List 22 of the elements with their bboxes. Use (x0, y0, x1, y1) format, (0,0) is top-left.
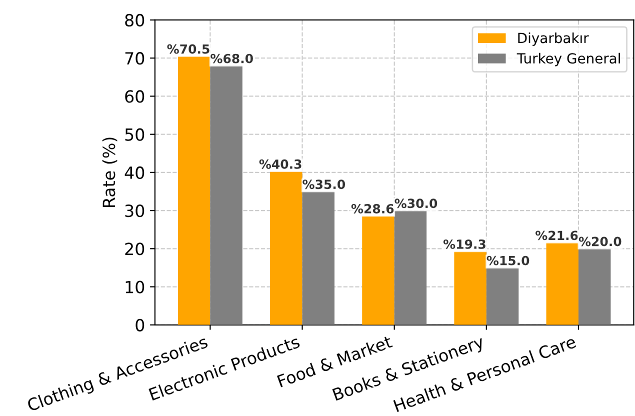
y-tick-label: 0 (136, 318, 144, 332)
data-label: %70.5 (167, 44, 210, 54)
y-tick-label: 20 (125, 242, 144, 256)
legend-label: Diyarbakır (518, 32, 589, 46)
data-label: %21.6 (536, 230, 578, 240)
data-label: %19.3 (443, 239, 486, 249)
data-label: %35.0 (302, 180, 346, 190)
legend-label: Turkey General (516, 52, 620, 66)
y-tick-label: 30 (125, 204, 144, 218)
data-label: %28.6 (351, 204, 394, 214)
data-label: %30.0 (394, 198, 438, 208)
y-tick-label: 80 (125, 14, 144, 27)
y-tick-label: 70 (125, 52, 144, 65)
y-axis-title: Rate (%) (102, 138, 118, 207)
y-tick-label: 60 (125, 90, 144, 103)
data-label: %68.0 (210, 54, 253, 64)
y-tick-label: 50 (125, 128, 144, 141)
y-tick-label: 10 (126, 280, 144, 294)
data-label: %15.0 (486, 256, 530, 266)
y-tick-label: 40 (124, 166, 144, 179)
data-label: %20.0 (578, 236, 622, 246)
data-label: %40.3 (259, 159, 302, 169)
